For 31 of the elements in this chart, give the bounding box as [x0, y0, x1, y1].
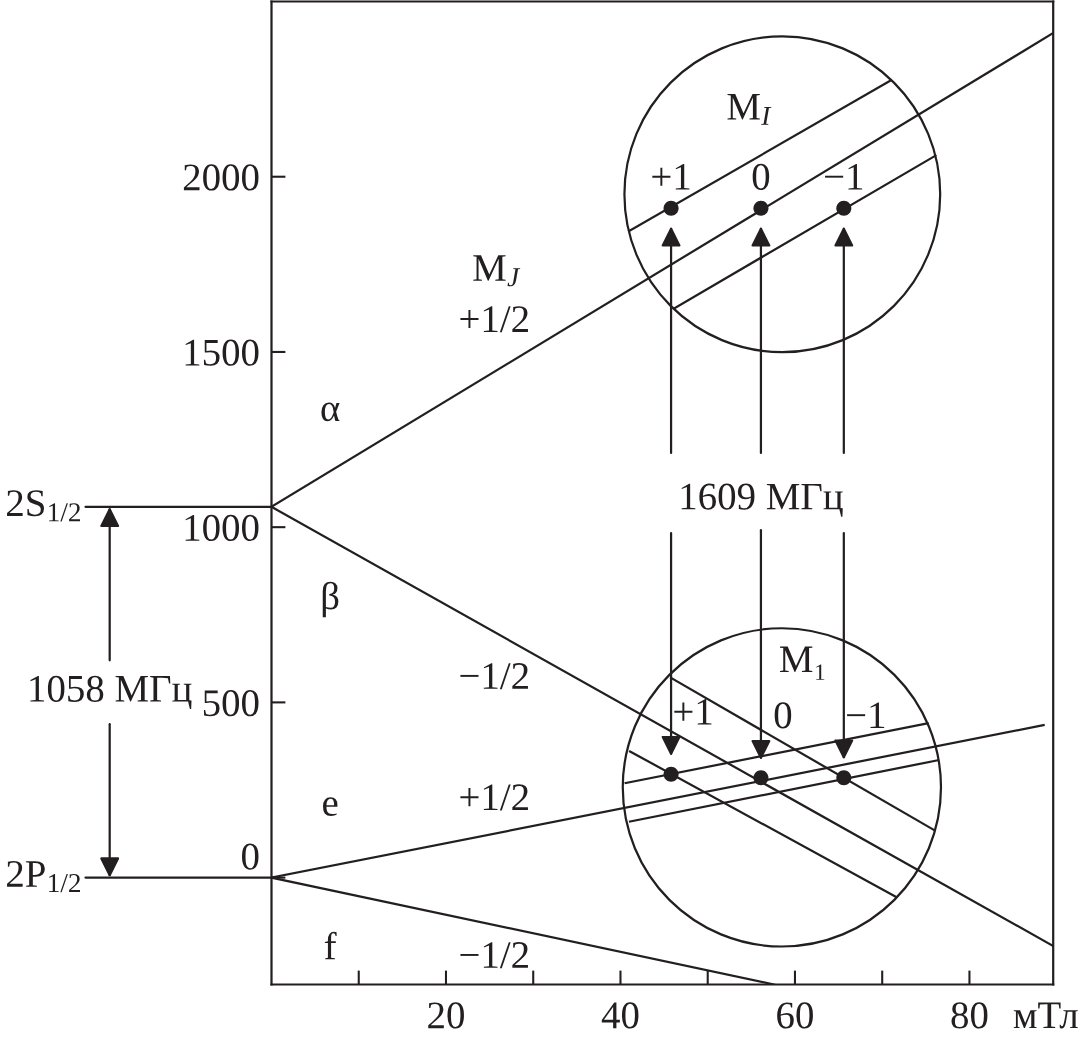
x-tick-label: 20 — [428, 1002, 464, 1029]
annotation: M$_{J}$ — [473, 255, 521, 287]
x-tick-label: 60 — [777, 1002, 813, 1029]
annotation: −1 — [847, 702, 885, 729]
text: 1058 МГц — [30, 675, 192, 710]
annotation: −1/2 — [460, 663, 528, 690]
y-tick-label: 1500 — [185, 339, 259, 366]
x-axis-title: мТл — [1013, 1002, 1078, 1029]
x-tick-label: 80 — [951, 1002, 988, 1029]
annotation: +1 — [652, 163, 690, 190]
annotation: −1 — [825, 163, 863, 190]
y-tick-label: 0 — [242, 843, 259, 870]
series-label: e — [323, 797, 338, 817]
annotation: M$_{I}$ — [727, 93, 772, 125]
annotation: +1 — [674, 698, 712, 725]
annotation: +1/2 — [460, 306, 528, 333]
y-tick-label: 2000 — [183, 164, 259, 191]
text: 2S$_{1/2}$ — [7, 490, 80, 522]
text: 2P$_{1/2}$ — [7, 860, 80, 893]
annotation: 0 — [752, 163, 770, 190]
x-tick-label: 40 — [601, 1002, 639, 1029]
annotation: 1609 МГц — [681, 483, 843, 517]
annotation: −1/2 — [460, 942, 528, 969]
series-label: f — [324, 931, 337, 960]
series-label: β — [322, 581, 339, 618]
series-label: α — [321, 402, 340, 422]
annotation: M₁ — [779, 646, 825, 680]
annotation: +1/2 — [460, 784, 528, 811]
y-tick-label: 500 — [203, 690, 259, 717]
y-tick-label: 1000 — [185, 514, 259, 542]
annotation: 0 — [774, 702, 792, 729]
